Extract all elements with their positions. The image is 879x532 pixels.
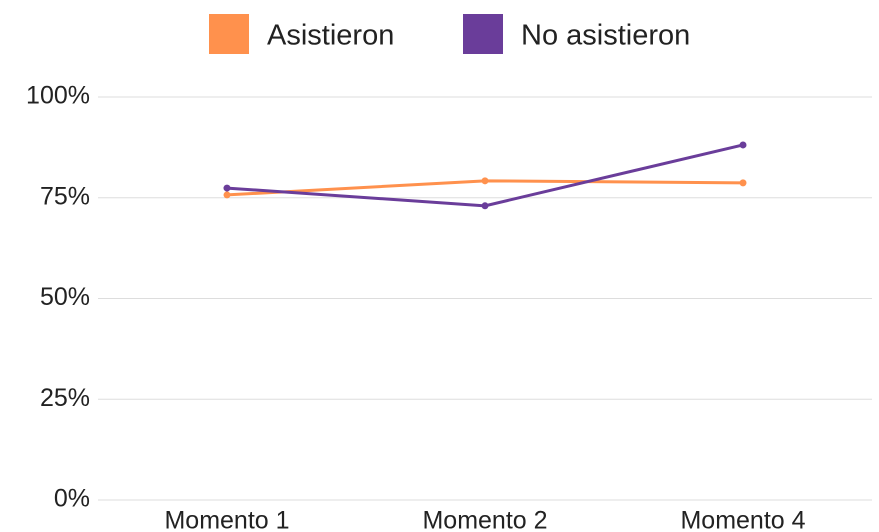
y-tick-label: 25% — [40, 384, 90, 412]
x-tick-label: Momento 4 — [680, 507, 805, 532]
y-tick-label: 50% — [40, 283, 90, 311]
legend-label: No asistieron — [521, 20, 690, 52]
point — [481, 202, 489, 210]
y-tick-label: 0% — [54, 485, 90, 513]
point — [223, 184, 231, 192]
point — [481, 177, 489, 185]
x-tick-label: Momento 2 — [422, 507, 547, 532]
legend-swatch — [209, 14, 249, 54]
series-line — [226, 143, 744, 208]
legend-swatch — [463, 14, 503, 54]
point — [223, 191, 231, 199]
y-tick-label: 100% — [26, 82, 90, 110]
point — [739, 141, 747, 149]
point — [739, 179, 747, 187]
x-tick-label: Momento 1 — [164, 507, 289, 532]
y-tick-label: 75% — [40, 182, 90, 210]
legend-label: Asistieron — [267, 20, 394, 52]
